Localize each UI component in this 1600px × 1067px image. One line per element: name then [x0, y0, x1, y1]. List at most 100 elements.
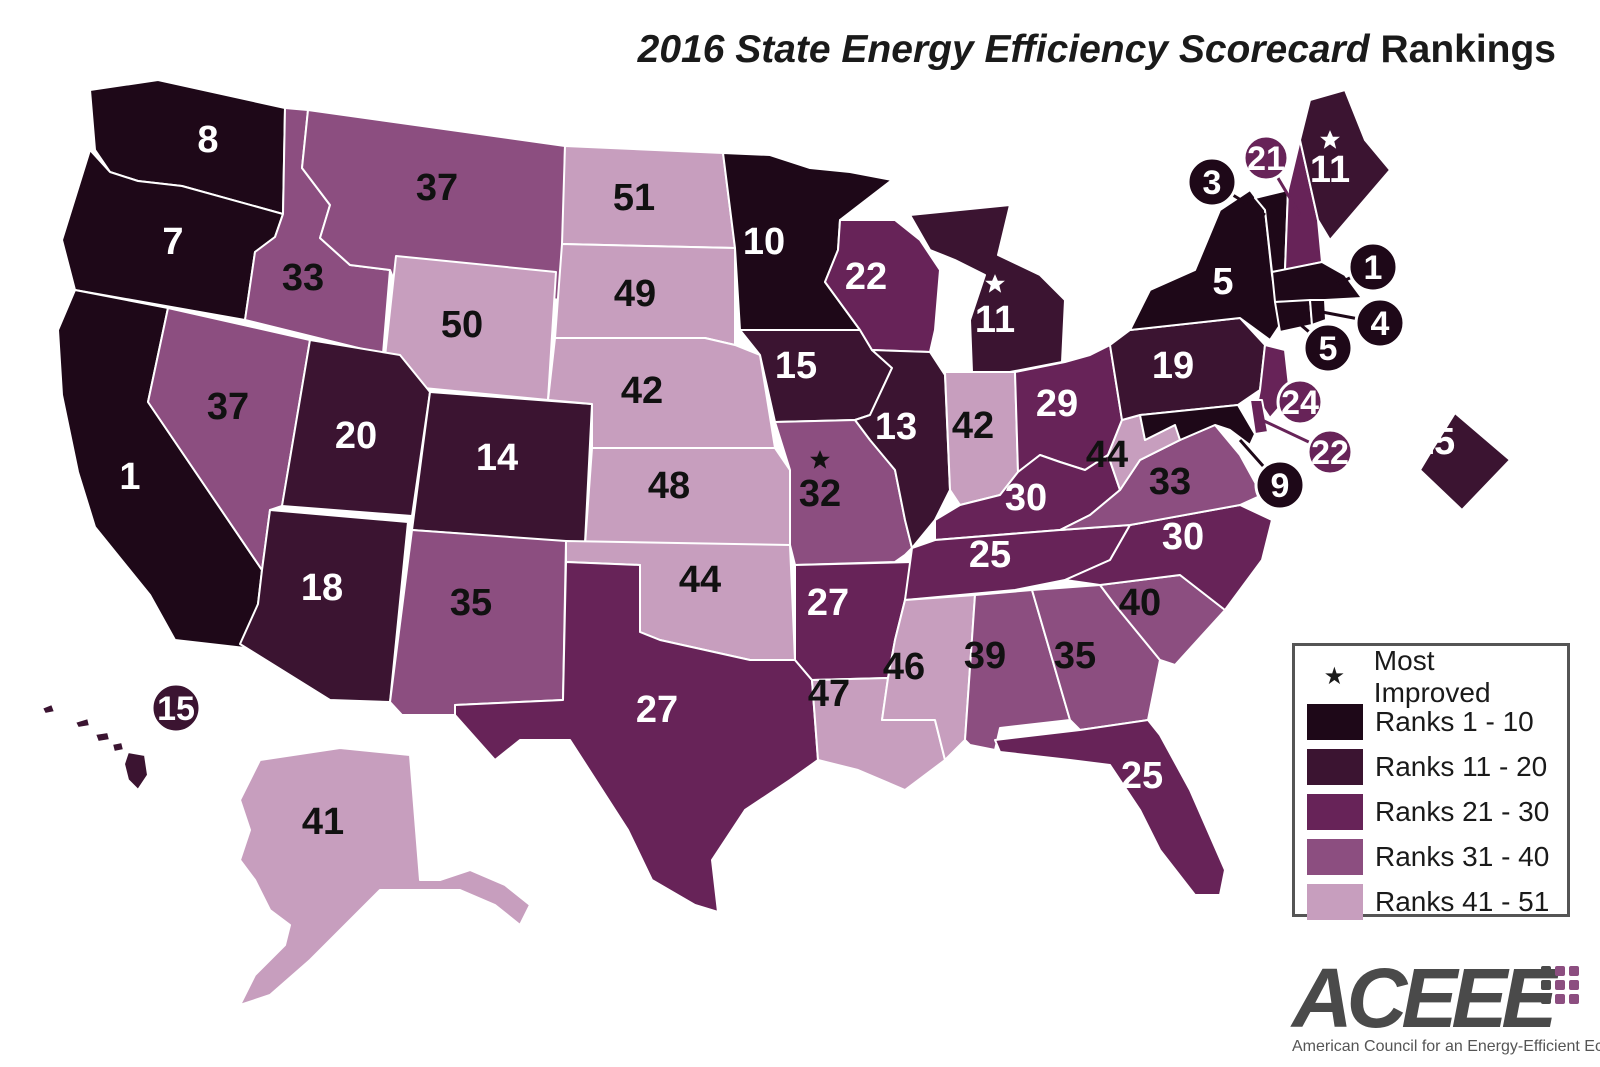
- state-rank-ma: 1: [1364, 249, 1383, 287]
- state-HI: [41, 703, 149, 791]
- legend-most-improved: ★ Most Improved: [1307, 645, 1555, 708]
- state-rank-md: 9: [1271, 467, 1290, 505]
- state-rank-wa: 8: [197, 119, 218, 161]
- legend-swatch: [1307, 838, 1363, 875]
- legend-item: Ranks 31 - 40: [1307, 834, 1555, 879]
- title-italic: 2016 State Energy Efficiency Scorecard: [637, 28, 1370, 71]
- state-CT: [1274, 299, 1313, 333]
- state-rank-nv: 37: [207, 386, 249, 428]
- state-AK: [239, 747, 531, 1006]
- state-FL: [994, 719, 1226, 896]
- legend-item: Ranks 21 - 30: [1307, 789, 1555, 834]
- state-rank-fl: 25: [1121, 755, 1163, 797]
- callout-circle-hi: [150, 682, 202, 734]
- state-rank-va: 33: [1149, 461, 1191, 503]
- state-rank-me: 11: [1310, 149, 1350, 191]
- state-TX: [454, 561, 819, 913]
- state-DE: [1249, 399, 1269, 435]
- state-rank-vt: 3: [1203, 164, 1222, 202]
- state-rank-mo: 32: [799, 473, 841, 515]
- state-rank-ky: 30: [1005, 477, 1047, 519]
- legend-item: Ranks 1 - 10: [1307, 699, 1555, 744]
- legend-item-label: Ranks 31 - 40: [1375, 840, 1550, 872]
- state-rank-sd: 49: [614, 273, 656, 315]
- state-rank-wv: 44: [1086, 434, 1128, 476]
- state-rank-la: 47: [808, 673, 850, 715]
- state-rank-ny: 5: [1212, 261, 1233, 303]
- legend-item-label: Ranks 21 - 30: [1375, 795, 1550, 827]
- state-AZ: [239, 509, 409, 703]
- callout-circle-ma: [1347, 241, 1399, 293]
- state-NC: [1064, 504, 1273, 611]
- state-rank-wy: 50: [441, 304, 483, 346]
- state-rank-al: 39: [964, 635, 1006, 677]
- state-rank-mn: 10: [743, 221, 785, 263]
- legend-swatch: [1307, 883, 1363, 920]
- legend-item-label: Ranks 1 - 10: [1375, 705, 1534, 737]
- star-icon: ★: [1323, 663, 1346, 690]
- callout-circle-de: [1306, 428, 1354, 476]
- legend-item: Ranks 41 - 51: [1307, 879, 1555, 924]
- state-rank-ri: 4: [1371, 305, 1390, 343]
- logo-tagline: American Council for an Energy-Efficient…: [1292, 1038, 1600, 1055]
- state-rank-mi: 11: [975, 299, 1015, 341]
- state-rank-mt: 37: [416, 167, 458, 209]
- legend-swatch: [1307, 703, 1363, 740]
- legend-swatch: [1307, 748, 1363, 785]
- state-rank-sc: 40: [1119, 582, 1161, 624]
- state-rank-tx: 27: [636, 689, 678, 731]
- state-NH: [1284, 139, 1323, 271]
- state-rank-ia: 15: [775, 345, 817, 387]
- state-RI: [1309, 299, 1327, 326]
- state-rank-il: 13: [875, 406, 917, 448]
- state-rank-oh: 29: [1036, 383, 1078, 425]
- callout-circle-nh: [1242, 134, 1290, 182]
- state-rank-nj: 24: [1281, 384, 1319, 422]
- state-rank-ar: 27: [807, 582, 849, 624]
- state-rank-in: 42: [952, 405, 994, 447]
- state-rank-or: 7: [162, 221, 183, 263]
- state-rank-co: 14: [476, 437, 518, 479]
- state-rank-nm: 35: [450, 582, 492, 624]
- state-rank-ct: 5: [1319, 330, 1338, 368]
- state-rank-tn: 25: [969, 534, 1011, 576]
- state-NY: [1129, 189, 1281, 341]
- state-rank-nh: 21: [1247, 140, 1285, 178]
- legend-item-label: Ranks 11 - 20: [1375, 750, 1548, 782]
- state-rank-wi: 22: [845, 256, 887, 298]
- callout-circle-md: [1254, 459, 1306, 511]
- legend-swatch: [1307, 793, 1363, 830]
- legend-item: Ranks 11 - 20: [1307, 744, 1555, 789]
- state-rank-id: 33: [282, 257, 324, 299]
- state-MD: [1139, 404, 1256, 446]
- logo-dots-icon: [1541, 966, 1579, 1004]
- state-rank-ut: 20: [335, 415, 377, 457]
- state-rank-nc: 30: [1162, 516, 1204, 558]
- legend-item-label: Ranks 41 - 51: [1375, 885, 1550, 917]
- logo-wordmark: ACEEE: [1292, 951, 1557, 1045]
- callout-circle-nj: [1276, 378, 1324, 426]
- state-DC: [1419, 412, 1511, 511]
- state-rank-hi: 15: [157, 690, 195, 728]
- state-rank-nd: 51: [613, 177, 655, 219]
- state-rank-ne: 42: [621, 370, 663, 412]
- state-rank-pa: 19: [1152, 345, 1194, 387]
- legend: ★ Most Improved Ranks 1 - 10 Ranks 11 - …: [1292, 643, 1570, 920]
- legend-most-improved-label: Most Improved: [1373, 644, 1491, 708]
- state-rank-ok: 44: [679, 559, 721, 601]
- callout-circle-ri: [1354, 297, 1406, 349]
- map-title: 2016 State Energy Efficiency Scorecard R…: [638, 28, 1556, 72]
- state-rank-dc: 15: [1413, 421, 1455, 463]
- state-rank-az: 18: [301, 567, 343, 609]
- title-rest: Rankings: [1369, 28, 1556, 71]
- aceee-logo: ACEEE American Council for an Energy-Eff…: [1292, 951, 1600, 1058]
- state-rank-ms: 46: [883, 646, 925, 688]
- state-rank-ak: 41: [302, 801, 344, 843]
- state-rank-ga: 35: [1054, 635, 1096, 677]
- state-ME: [1299, 89, 1391, 241]
- state-rank-ks: 48: [648, 465, 690, 507]
- state-rank-de: 22: [1311, 434, 1349, 472]
- callout-circle-vt: [1186, 156, 1238, 208]
- state-rank-ca: 1: [119, 456, 140, 498]
